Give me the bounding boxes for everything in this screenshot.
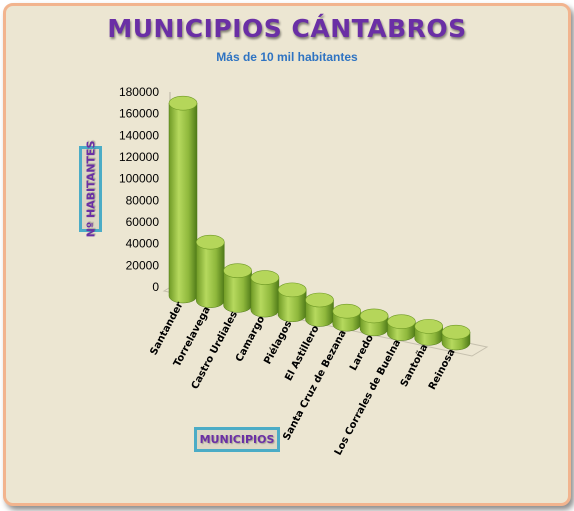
bar (305, 292, 334, 327)
bar-top (332, 303, 362, 319)
chart-subtitle: Más de 10 mil habitantes (216, 50, 358, 64)
bar (332, 303, 362, 332)
bar-top (196, 234, 225, 250)
x-axis-title-box: MUNICIPIOS (194, 427, 280, 452)
bar-top (168, 95, 198, 111)
bar (196, 234, 225, 308)
y-axis-title: Nº HABITANTES (84, 140, 97, 238)
bar (359, 308, 389, 337)
y-tick-label: 120000 (119, 150, 159, 164)
bar-top (223, 263, 252, 279)
bar (277, 282, 307, 323)
y-tick-labels: 0 20000 40000 60000 80000 100000 120000 140000 1… (119, 85, 159, 294)
x-category-label: Santoña (399, 343, 431, 389)
y-tick-label: 160000 (119, 107, 159, 121)
chart-title: MUNICIPIOS CÁNTABROS (107, 14, 467, 43)
y-tick-label: 0 (152, 280, 159, 294)
x-category-label: Los Corrales de Buelna (333, 338, 403, 457)
y-tick-label: 100000 (119, 172, 159, 186)
bar-top (250, 270, 280, 285)
bar-top (277, 282, 307, 298)
x-category-label: Reinosa (427, 347, 458, 392)
bar (223, 263, 252, 313)
y-tick-label: 180000 (119, 85, 159, 99)
y-tick-label: 60000 (126, 215, 160, 229)
bar-top (414, 319, 444, 334)
x-category-label: Santa Cruz de Bezana (281, 328, 348, 442)
bars-layer (168, 95, 471, 351)
bar (168, 95, 198, 304)
x-axis-title: MUNICIPIOS (199, 433, 275, 446)
bar-top (359, 308, 389, 324)
y-axis-title-box: Nº HABITANTES (79, 141, 102, 237)
bar-top (387, 314, 416, 329)
y-tick-label: 20000 (126, 258, 160, 272)
bar-top (441, 324, 471, 340)
x-category-label: Laredo (348, 333, 376, 373)
bar (441, 324, 471, 351)
y-tick-label: 40000 (126, 237, 160, 251)
bar-top (305, 292, 334, 308)
bar (414, 319, 444, 346)
y-tick-label: 80000 (126, 193, 160, 207)
bar (250, 270, 280, 318)
bar-body (196, 241, 225, 308)
y-tick-label: 140000 (119, 128, 159, 142)
bar-body (168, 102, 198, 304)
x-category-label: Piélagos (261, 319, 294, 367)
chart-frame (3, 3, 571, 506)
bar (387, 314, 416, 341)
x-category-label: Camargo (234, 314, 267, 364)
